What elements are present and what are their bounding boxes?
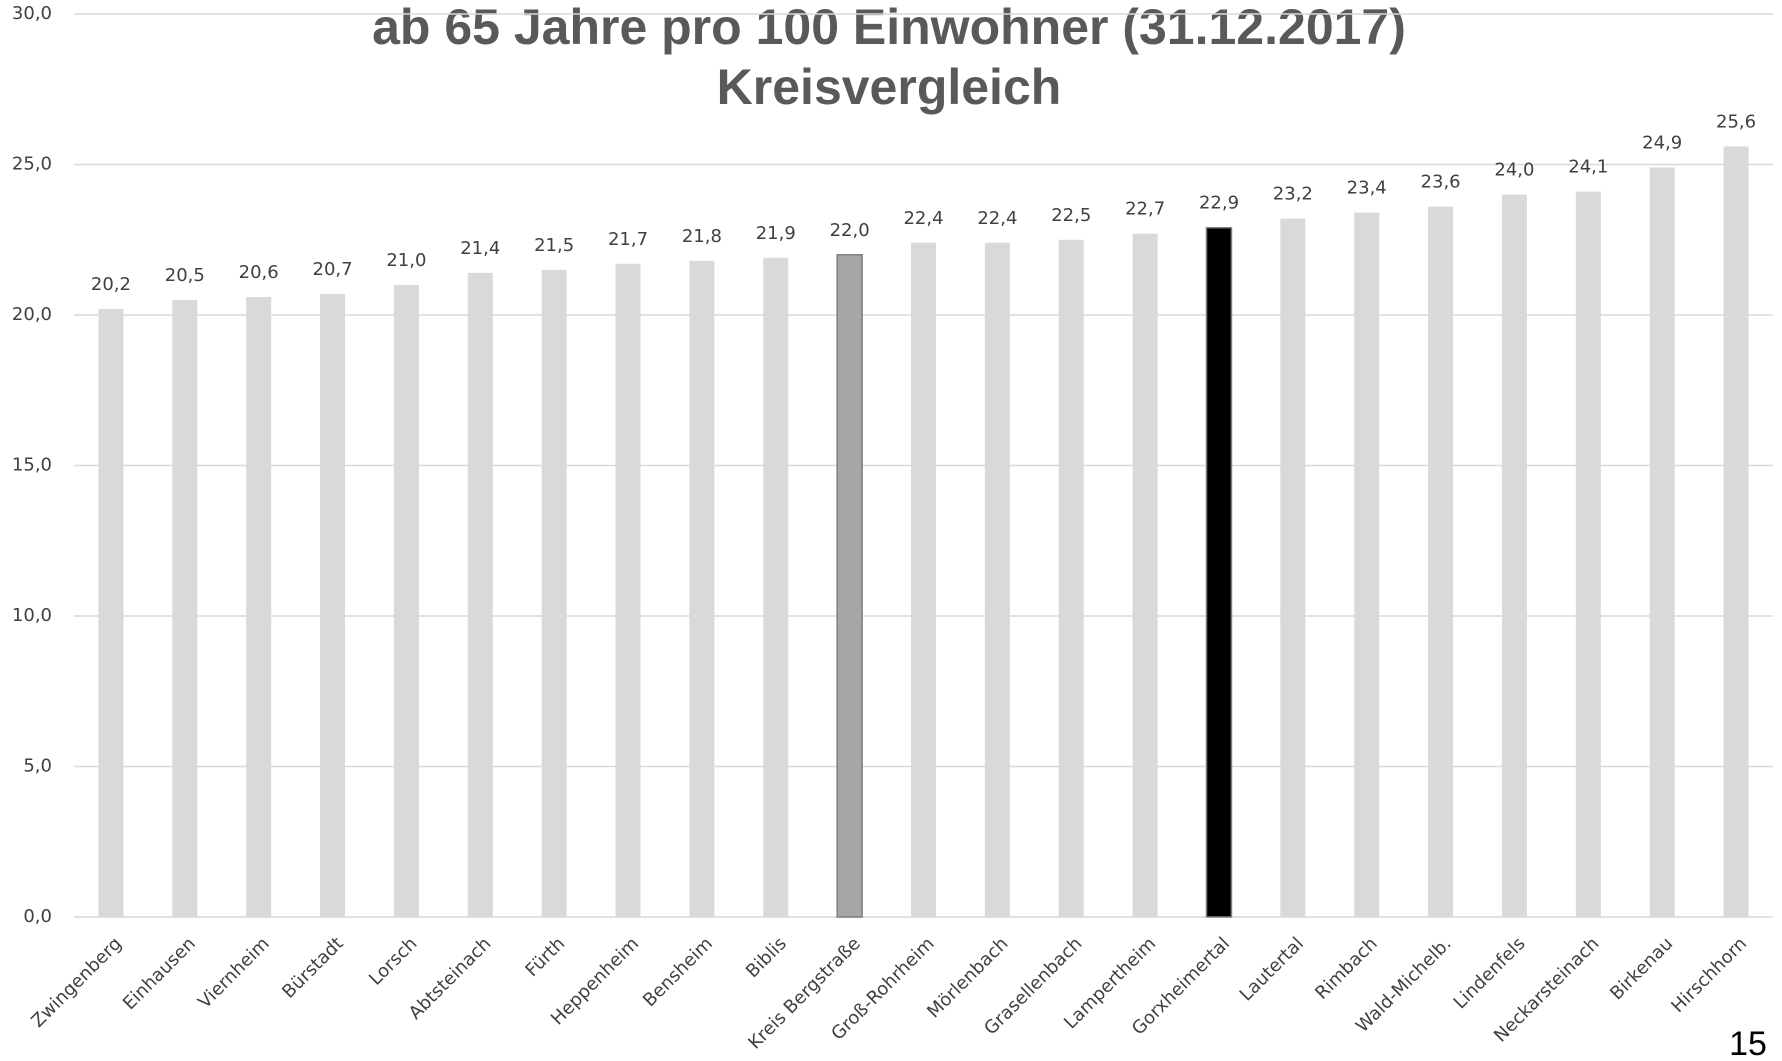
x-tick-label: Zwingenberg	[27, 933, 126, 1032]
data-label: 20,2	[91, 274, 131, 295]
data-label: 21,9	[756, 223, 796, 244]
data-label: 24,9	[1642, 133, 1682, 154]
x-tick-label: Einhausen	[119, 933, 200, 1014]
y-tick-label: 10,0	[12, 605, 52, 626]
bar	[689, 260, 715, 917]
bar	[172, 299, 198, 917]
x-tick-label: Viernheim	[194, 933, 274, 1013]
data-label: 22,4	[903, 208, 943, 229]
data-label: 21,0	[386, 250, 426, 271]
data-label: 22,5	[1051, 205, 1091, 226]
bar	[1205, 226, 1233, 918]
x-tick-label: Lautertal	[1236, 933, 1308, 1005]
data-label: 23,6	[1421, 172, 1461, 193]
bar	[1501, 194, 1527, 918]
bar	[467, 272, 493, 917]
data-label: 24,1	[1568, 157, 1608, 178]
data-label: 22,7	[1125, 199, 1165, 220]
data-label: 23,4	[1347, 178, 1387, 199]
y-tick-label: 5,0	[23, 756, 52, 777]
data-label: 20,7	[313, 259, 353, 280]
bar	[1575, 191, 1601, 918]
bar	[1132, 233, 1158, 918]
bar	[541, 269, 567, 918]
data-label: 25,6	[1716, 111, 1756, 132]
data-label: 20,6	[239, 262, 279, 283]
y-tick-label: 30,0	[12, 3, 52, 24]
bar	[836, 254, 863, 918]
bar	[615, 263, 641, 918]
bar	[763, 257, 789, 917]
data-label: 21,4	[460, 238, 500, 259]
bar	[911, 242, 936, 917]
bar	[1649, 167, 1675, 917]
bar	[1723, 146, 1749, 917]
bar	[984, 242, 1010, 917]
data-label: 21,7	[608, 229, 648, 250]
bar	[1280, 218, 1306, 917]
x-tick-label: Lindenfels	[1450, 933, 1530, 1013]
bar	[1428, 206, 1454, 917]
y-tick-label: 20,0	[12, 304, 52, 325]
data-label: 24,0	[1494, 160, 1534, 181]
bar	[246, 296, 272, 917]
data-label: 22,0	[830, 220, 870, 241]
x-tick-label: Bensheim	[639, 933, 717, 1011]
y-tick-label: 15,0	[12, 455, 52, 476]
x-tick-label: Birkenau	[1606, 933, 1677, 1004]
bar	[1058, 239, 1084, 917]
x-tick-label: Biblis	[742, 933, 791, 982]
bar	[393, 284, 419, 917]
x-tick-label: Hirschhorn	[1667, 933, 1751, 1017]
data-label: 20,5	[165, 265, 205, 286]
chart-subtitle: Kreisvergleich	[717, 59, 1062, 115]
y-tick-label: 0,0	[23, 906, 52, 927]
data-label: 23,2	[1273, 184, 1313, 205]
page-number: 15	[1729, 1025, 1767, 1061]
x-tick-label: Lorsch	[365, 933, 421, 989]
bar	[1354, 212, 1380, 917]
x-tick-label: Bürstadt	[278, 933, 347, 1002]
bar	[98, 308, 124, 918]
chart-title: ab 65 Jahre pro 100 Einwohner (31.12.201…	[372, 0, 1406, 55]
data-label: 21,5	[534, 235, 574, 256]
data-label: 22,9	[1199, 193, 1239, 214]
data-label: 22,4	[977, 208, 1017, 229]
y-tick-label: 25,0	[12, 154, 52, 175]
x-tick-label: Rimbach	[1311, 933, 1382, 1004]
bar	[320, 293, 346, 917]
data-label: 21,8	[682, 226, 722, 247]
x-tick-label: Fürth	[521, 933, 569, 981]
